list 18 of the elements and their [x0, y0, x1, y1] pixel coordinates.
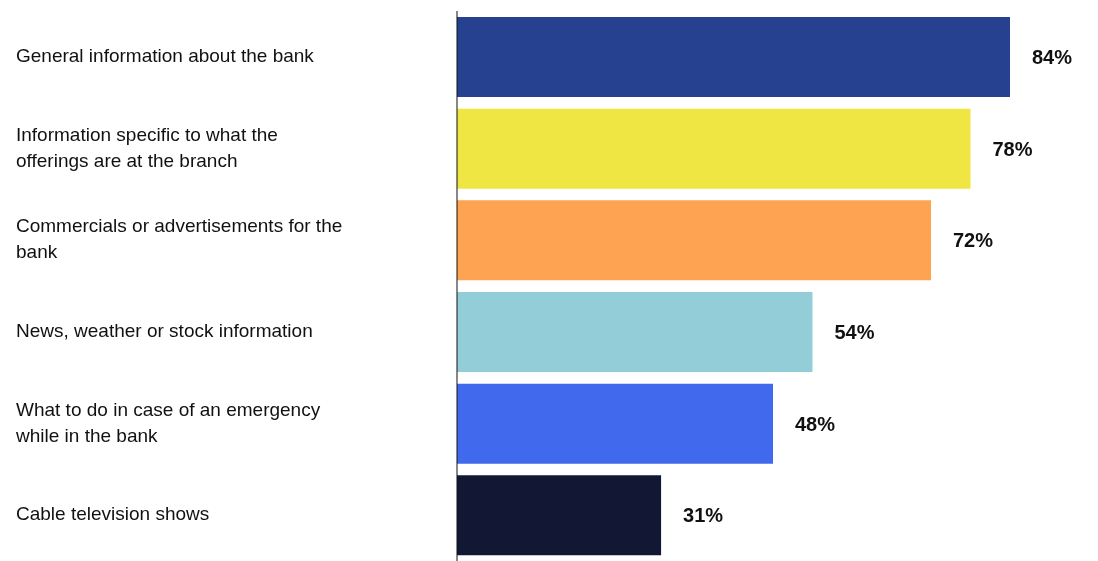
bar: [457, 17, 1010, 97]
data-label: 78%: [992, 137, 1033, 160]
data-label: 48%: [795, 412, 836, 435]
data-label: 84%: [1032, 46, 1073, 69]
data-label: 72%: [953, 229, 994, 252]
bar: [457, 200, 931, 281]
y-tick-label: What to do in case of an emergency while in the bank: [15, 398, 321, 446]
y-tick-label: Cable television shows: [16, 503, 210, 525]
y-tick-label: News, weather or stock information: [16, 319, 313, 341]
data-label: 31%: [683, 504, 724, 527]
y-tick-label: Information specific to what the offerings are at the branch: [16, 123, 278, 171]
y-tick-label: General information about the bank: [16, 44, 315, 66]
bar: [457, 292, 813, 372]
bar: [457, 383, 773, 464]
y-tick-label: Commercials or advertisements for the bank: [16, 215, 343, 263]
bar: [457, 475, 662, 556]
data-label: 54%: [834, 321, 875, 344]
bar: [457, 108, 971, 189]
